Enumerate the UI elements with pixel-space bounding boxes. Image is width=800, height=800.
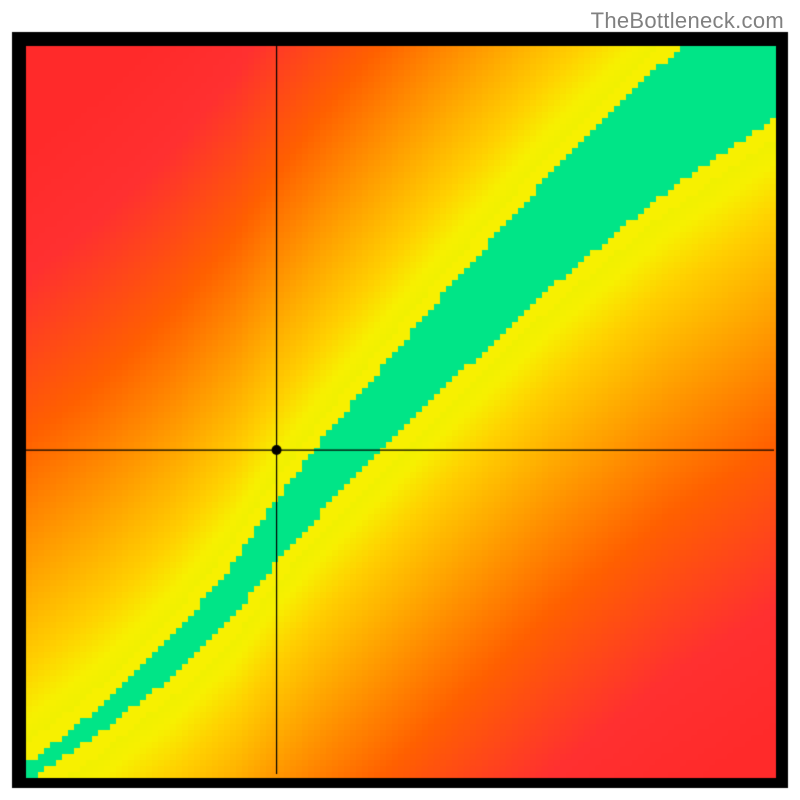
chart-container: TheBottleneck.com (0, 0, 800, 800)
heatmap-canvas (0, 0, 800, 800)
watermark-text: TheBottleneck.com (591, 8, 784, 34)
